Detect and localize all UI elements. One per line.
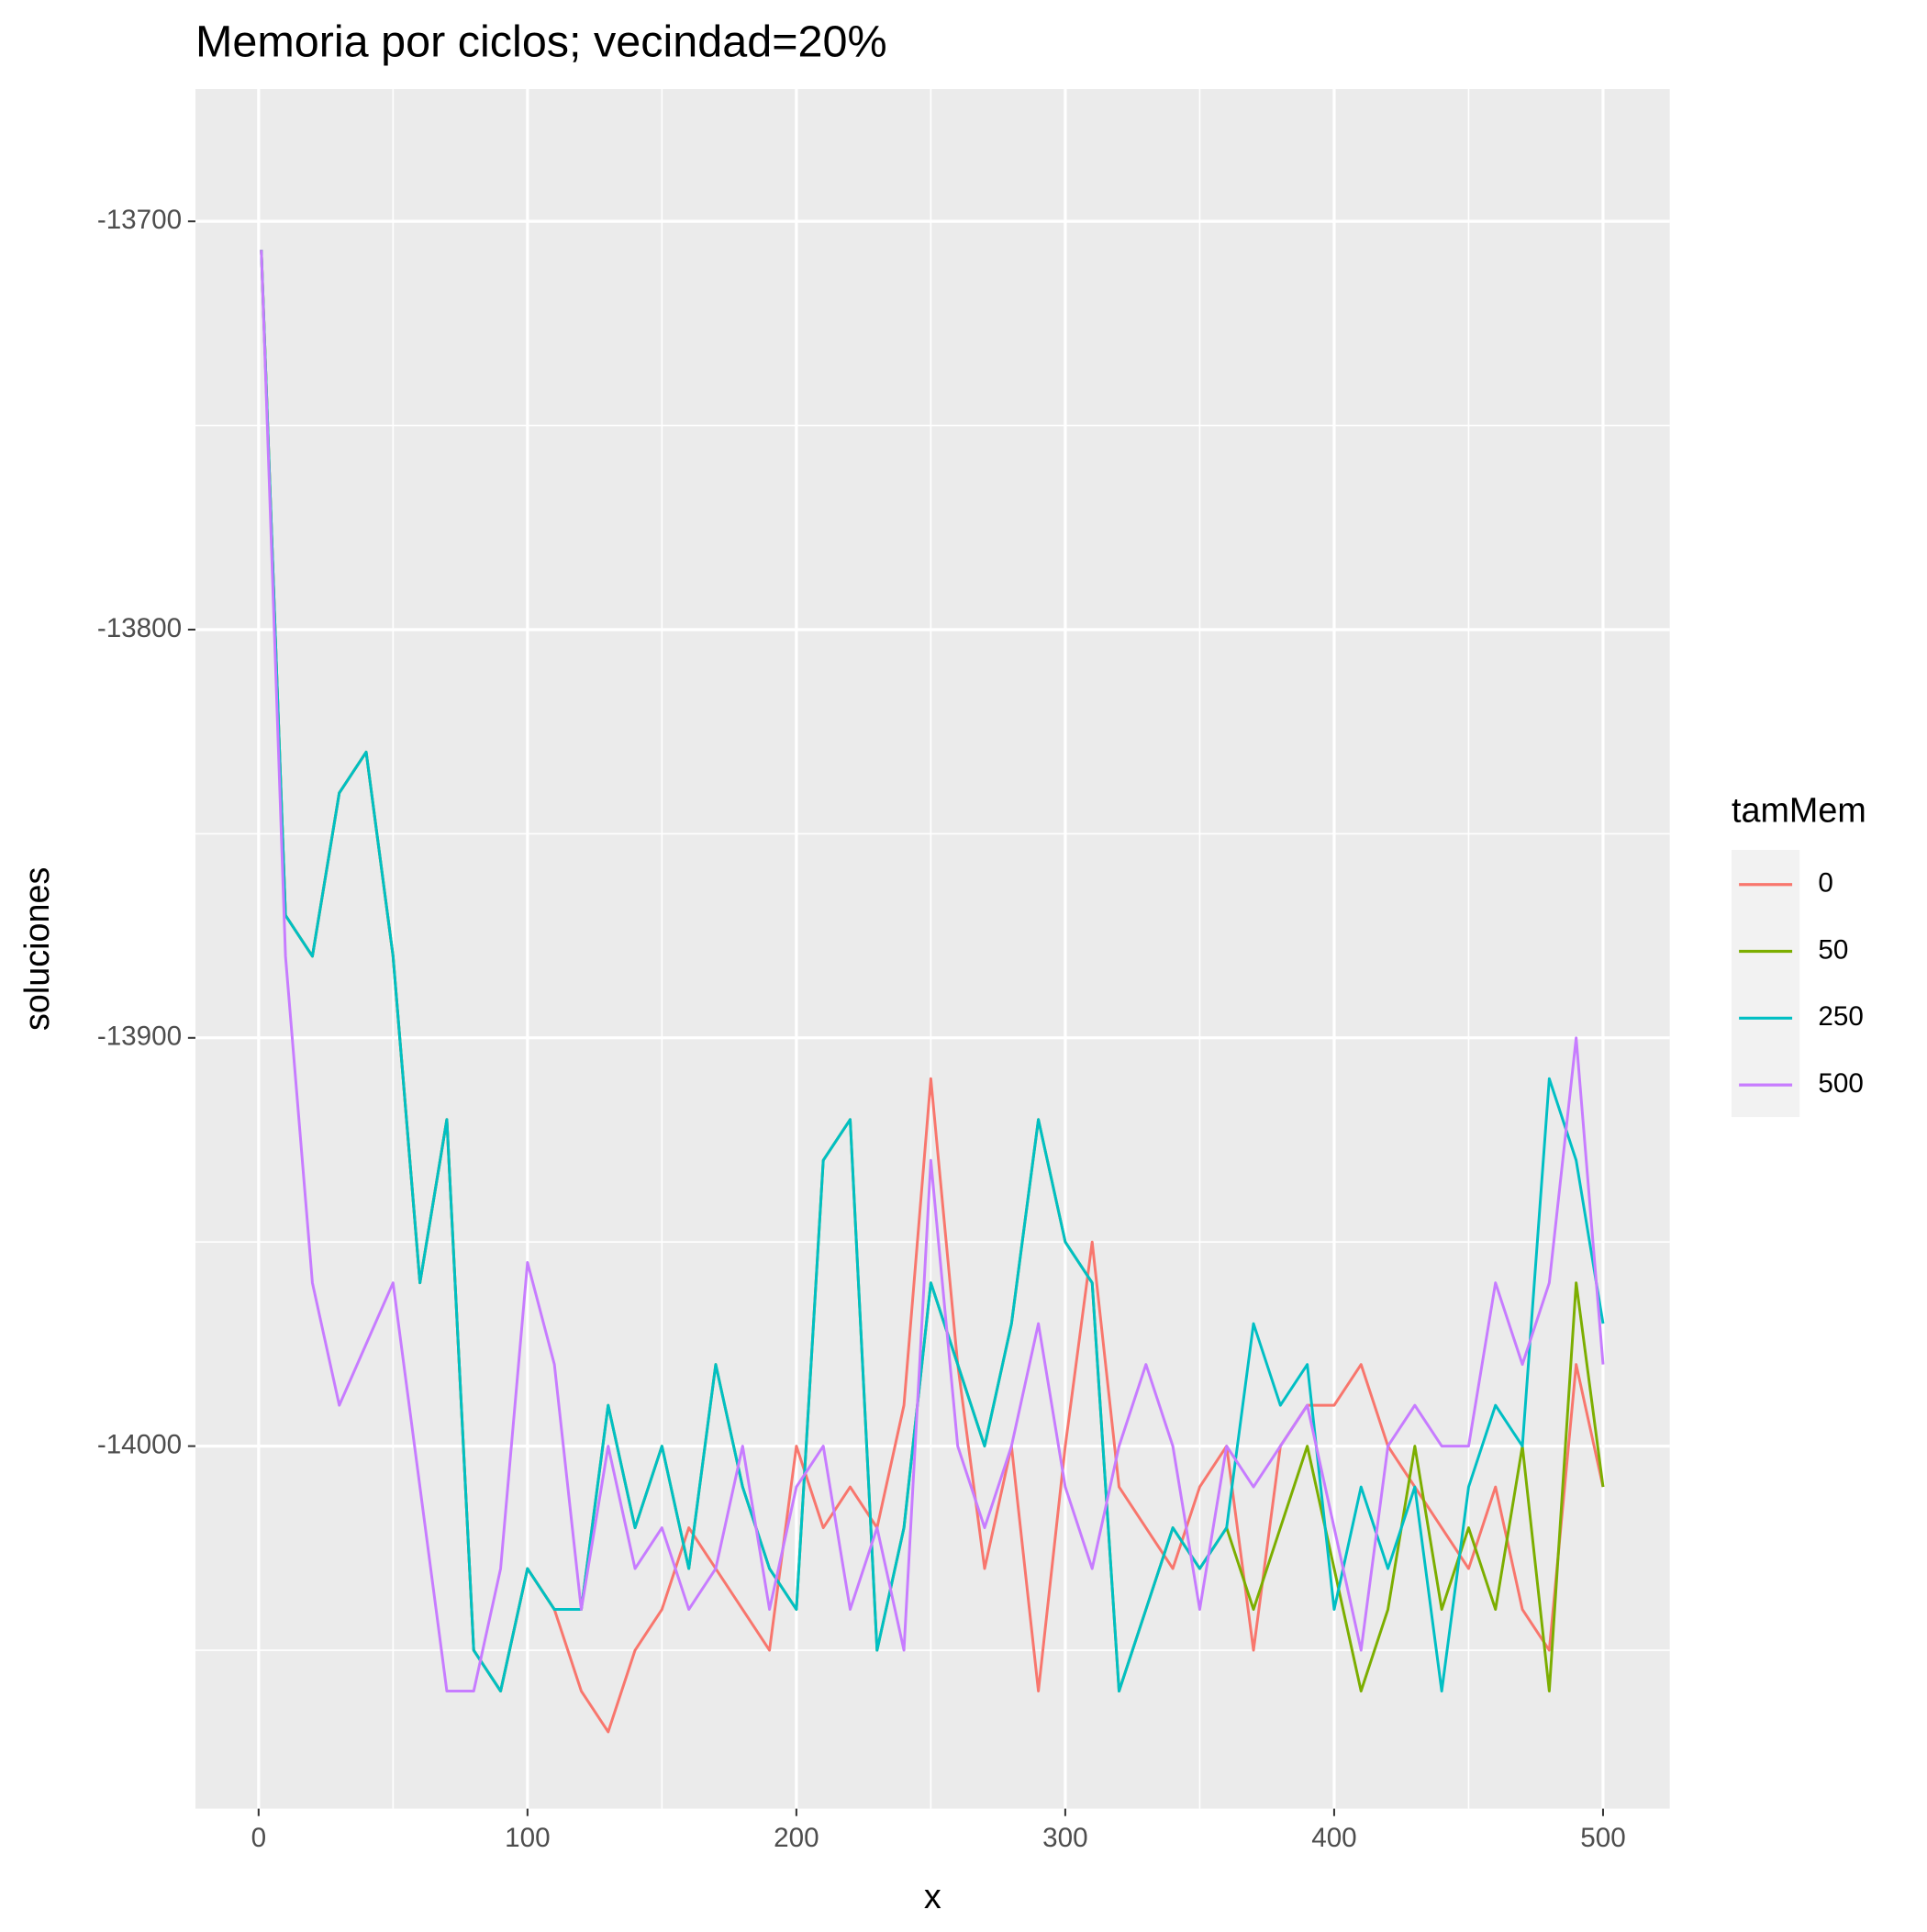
y-tick-label: -14000 bbox=[97, 1429, 182, 1459]
y-tick-label: -13900 bbox=[97, 1022, 182, 1052]
legend-label: 50 bbox=[1818, 934, 1848, 965]
series-line bbox=[260, 250, 1605, 1692]
x-tick-label: 100 bbox=[505, 1823, 550, 1853]
legend-label: 500 bbox=[1818, 1068, 1863, 1099]
y-tick-label: -13800 bbox=[97, 613, 182, 643]
legend-key-bg bbox=[1732, 849, 1800, 1118]
legend-label: 0 bbox=[1818, 868, 1833, 899]
x-axis-title: x bbox=[924, 1877, 941, 1915]
legend-label: 250 bbox=[1818, 1001, 1863, 1032]
panel bbox=[195, 89, 1670, 1809]
x-tick-label: 0 bbox=[251, 1823, 267, 1853]
x-tick-label: 500 bbox=[1580, 1823, 1625, 1853]
legend-title: tamMem bbox=[1732, 791, 1866, 830]
legend: 0 50 250 500 bbox=[1732, 849, 1864, 1118]
series-line bbox=[260, 250, 1605, 1692]
y-axis-title: soluciones bbox=[17, 867, 56, 1031]
lines bbox=[260, 250, 1605, 1734]
x-tick-label: 200 bbox=[774, 1823, 819, 1853]
axes: 0 100 200 300 400 500 -13700 -13800 -13900 -14000 bbox=[97, 205, 1626, 1853]
y-tick-label: -13700 bbox=[97, 205, 182, 235]
chart-title: Memoria por ciclos; vecindad=20% bbox=[195, 17, 887, 66]
x-tick-label: 300 bbox=[1042, 1823, 1087, 1853]
x-tick-label: 400 bbox=[1311, 1823, 1356, 1853]
